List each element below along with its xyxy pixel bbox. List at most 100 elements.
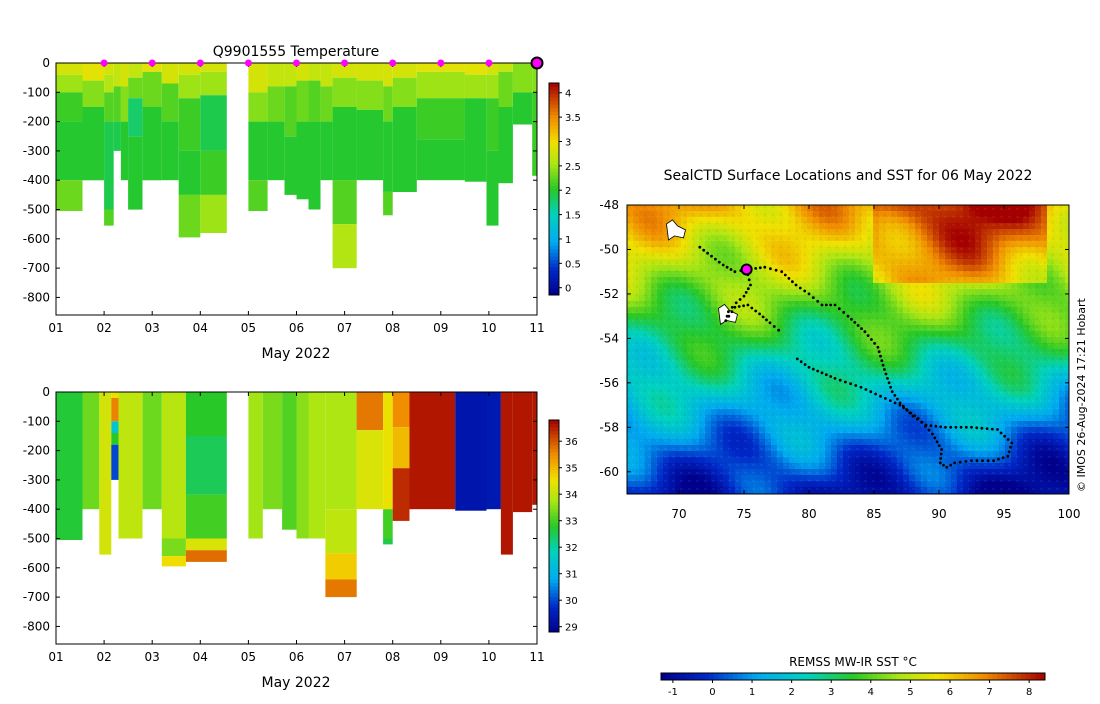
colorbar-step [549, 624, 559, 629]
colorbar-tick-label: 3 [565, 137, 571, 148]
track-point [794, 283, 798, 287]
track-point [884, 372, 888, 376]
sst-colorbar-tick-label: 5 [907, 687, 913, 698]
track-point [884, 397, 887, 400]
sst-map [627, 205, 1070, 495]
colorbar-tick-label: 1.5 [565, 211, 581, 222]
temperature-y-axis: 0 -100 -200 -300 -400 -500 -600 -700 -800 [23, 56, 537, 304]
profile-cell [325, 392, 357, 510]
track-point [816, 369, 820, 373]
colorbar-step [549, 536, 559, 541]
y-tick-label: -100 [23, 85, 50, 99]
profile-cell [325, 553, 357, 580]
sst-colorbar-step [689, 673, 696, 680]
temperature-section-panel: 01 02 03 04 05 06 07 08 09 10 11 0-100-200-300-400… [23, 44, 581, 362]
colorbar-step [549, 571, 559, 576]
track-point [938, 461, 942, 465]
track-point [1001, 456, 1005, 460]
sst-colorbar-step [680, 673, 686, 680]
sst-colorbar-step [997, 673, 1003, 680]
temperature-x-label: May 2022 [261, 346, 330, 362]
surface-markers [100, 56, 544, 70]
y-tick-label: -700 [23, 261, 50, 275]
colorbar-step [549, 259, 559, 264]
profile-cell [267, 86, 285, 122]
track-point [850, 317, 853, 321]
colorbar-step [549, 480, 559, 485]
sst-colorbar-step [963, 673, 969, 680]
track-point [846, 314, 850, 318]
salinity-section-heatmap [56, 392, 537, 598]
x-tick-label: 02 [96, 650, 111, 664]
profile-cell [200, 150, 227, 195]
salinity-x-axis: 01 02 03 04 05 06 07 08 09 10 11 [48, 392, 545, 664]
sst-colorbar-step [761, 673, 768, 680]
sst-colorbar-step [814, 673, 820, 680]
sst-colorbar-step [709, 673, 715, 680]
sst-colorbar-step [1025, 673, 1032, 680]
profile-cell [128, 136, 143, 210]
track-point [774, 268, 778, 272]
sst-colorbar-step [877, 673, 883, 680]
latest-surface-marker [530, 56, 544, 70]
sst-colorbar-step [944, 673, 950, 680]
profile-cell [532, 63, 537, 93]
track-point [999, 431, 1003, 435]
profile-cell [200, 95, 227, 151]
sst-colorbar-step [1001, 673, 1008, 680]
track-point [729, 268, 733, 271]
x-tick-label: 03 [145, 321, 160, 335]
track-point [799, 360, 803, 364]
colorbar-step [549, 284, 559, 289]
colorbar-step [549, 242, 559, 247]
track-point [986, 459, 990, 463]
colorbar-step [549, 628, 559, 633]
profile-cell [99, 392, 112, 555]
sst-colorbar-tick-label: 6 [947, 687, 953, 698]
profile-cell [185, 550, 227, 562]
track-point [893, 394, 897, 397]
track-point [898, 403, 902, 407]
profile-cell [383, 538, 393, 545]
sst-colorbar-step [920, 673, 926, 680]
lat-tick-label: -56 [599, 376, 619, 390]
profile-cell [416, 98, 465, 140]
profile-cell [200, 194, 227, 233]
track-point [905, 409, 909, 412]
profile-cell [392, 468, 410, 521]
profile-cell [104, 92, 114, 122]
colorbar-step [549, 434, 559, 439]
colorbar-step [549, 185, 559, 190]
track-point [698, 245, 702, 249]
colorbar-step [549, 83, 559, 88]
lat-tick-label: -54 [599, 331, 619, 345]
colorbar-step [549, 203, 559, 208]
track-point [980, 426, 984, 430]
profile-cell [56, 392, 83, 540]
sst-colorbar-step [953, 673, 960, 680]
track-point [763, 265, 767, 269]
island-icon [666, 219, 686, 241]
colorbar-tick-label: 0 [565, 284, 571, 295]
lat-tick-label: -48 [599, 198, 619, 212]
profile-cell [383, 63, 393, 87]
colorbar-step [549, 231, 559, 236]
track-point [768, 321, 772, 325]
y-tick-label: -100 [23, 414, 50, 428]
track-point [913, 414, 916, 418]
track-point [820, 371, 824, 375]
sst-colorbar-step [1011, 673, 1017, 680]
track-point [970, 459, 973, 463]
colorbar-step [549, 575, 559, 580]
lon-tick-label: 95 [996, 507, 1011, 521]
colorbar-step [549, 206, 559, 211]
track-point [881, 363, 885, 367]
track-point [765, 318, 768, 322]
profile-cell [332, 224, 357, 269]
colorbar-step [549, 114, 559, 119]
salinity-x-label: May 2022 [261, 675, 330, 691]
profile-cell [56, 63, 83, 75]
track-point [1007, 450, 1011, 454]
profile-cell [296, 80, 309, 122]
surface-marker [389, 59, 397, 67]
